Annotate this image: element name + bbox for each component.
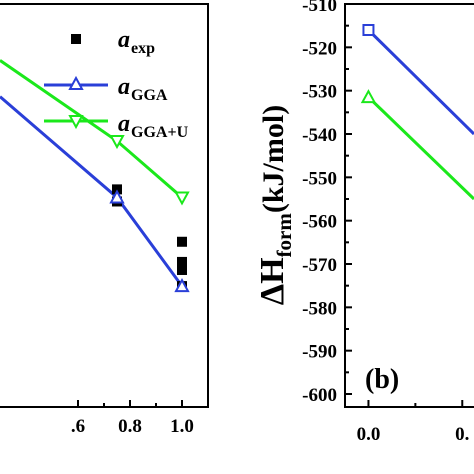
y-tick-label: -510	[302, 0, 337, 16]
y-axis-title-unit: (kJ/mol)	[257, 105, 290, 213]
panel-a-plot-area	[0, 59, 190, 293]
x-tick-label: 0.0	[357, 424, 381, 445]
y-axis-title-main: ΔH	[254, 257, 291, 305]
panel-b-plot-area	[360, 24, 474, 201]
y-tick-label: -580	[302, 298, 337, 319]
data-point-exp-4	[177, 264, 187, 275]
y-axis-title-sub: form	[272, 213, 296, 258]
y-tick-label: -590	[302, 342, 337, 363]
legend-entry-exp: aexp	[71, 27, 155, 57]
series-line-green	[367, 96, 474, 201]
x-tick-label: 0.8	[118, 416, 142, 437]
data-point-blue-0	[362, 24, 375, 36]
legend-label-ggau: aGGA+U	[118, 111, 189, 141]
y-axis-title: ΔHform(kJ/mol)	[254, 105, 296, 305]
data-point-green-0	[360, 89, 377, 104]
data-point-gga-1	[109, 189, 125, 204]
x-tick-label: .6	[71, 416, 85, 437]
data-point-exp-2	[177, 236, 187, 247]
panel-label-b: (b)	[365, 364, 399, 395]
x-tick-label: 1.0	[170, 416, 194, 437]
y-tick-label: -600	[302, 385, 337, 406]
panel-a-x-ticks: .6 0.8 1.0	[71, 400, 194, 437]
legend: aexp aGGA aGGA+U	[44, 27, 189, 141]
legend-marker-triangle-up	[68, 75, 84, 90]
legend-marker-triangle-down	[68, 115, 84, 130]
y-tick-label: -550	[302, 168, 337, 189]
y-tick-label: -520	[302, 38, 337, 59]
legend-marker-square-filled	[71, 34, 81, 44]
y-tick-label: -570	[302, 255, 337, 276]
y-tick-label: -530	[302, 82, 337, 103]
svg-text:ΔHform(kJ/mol): ΔHform(kJ/mol)	[254, 105, 296, 305]
panel-b-x-ticks: 0.0 0.	[357, 400, 469, 445]
series-line-blue	[367, 28, 474, 136]
y-tick-label: -540	[302, 125, 337, 146]
panel-b-y-ticks: -510 -520 -530 -540 -550 -560 -570 -580 -590 -600	[302, 0, 352, 406]
data-point-gga-2	[174, 278, 190, 293]
panel-a: .6 0.8 1.0 aexp aGGA aGGA+U	[0, 3, 209, 437]
y-tick-label: -560	[302, 212, 337, 233]
x-tick-label: 0.	[455, 424, 469, 445]
legend-label-gga: aGGA	[118, 74, 168, 104]
data-point-ggaplusu-2	[174, 191, 190, 206]
legend-label-exp: aexp	[118, 27, 155, 57]
data-point-exp-3	[177, 256, 187, 267]
panel-b: -510 -520 -530 -540 -550 -560 -570 -580 -590 -600…	[254, 0, 474, 445]
legend-entry-gga: aGGA	[44, 74, 168, 104]
data-point-ggaplusu-1	[109, 135, 125, 150]
legend-entry-ggau: aGGA+U	[44, 111, 189, 141]
